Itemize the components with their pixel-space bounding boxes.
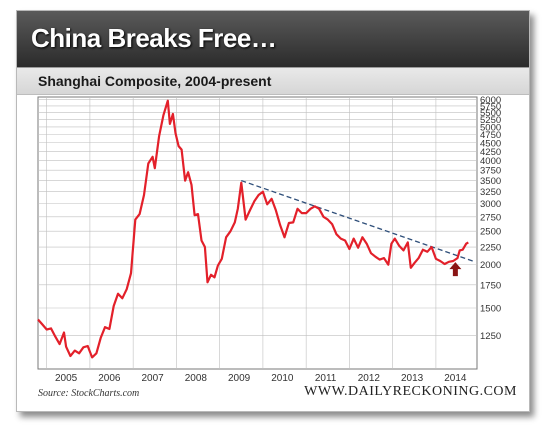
y-tick-label: 3000 — [480, 199, 501, 210]
y-tick-label: 1250 — [480, 331, 501, 342]
y-tick-label: 6000 — [480, 95, 501, 106]
y-tick-label: 4250 — [480, 147, 501, 158]
trendline — [241, 179, 473, 262]
chart-title: Shanghai Composite, 2004-present — [38, 73, 272, 89]
y-tick-label: 5500 — [480, 108, 501, 119]
y-tick-label: 3500 — [480, 176, 501, 187]
y-tick-label: 2500 — [480, 227, 501, 238]
y-tick-label: 1500 — [480, 304, 501, 315]
x-tick-label: 2008 — [185, 373, 208, 384]
y-tick-label: 5250 — [480, 115, 501, 126]
x-tick-label: 2010 — [271, 373, 294, 384]
source-note: Source: StockCharts.com — [38, 388, 140, 399]
y-tick-label: 2000 — [480, 260, 501, 271]
y-tick-label: 2750 — [480, 212, 501, 223]
line-chart: 1250 1500 1750 2000 2250 2500 2750 300032503500… — [37, 95, 501, 384]
series-line — [37, 99, 469, 359]
y-tick-label: 4500 — [480, 138, 501, 149]
y-tick-label: 4000 — [480, 156, 501, 167]
chart-card: China Breaks Free… Shanghai Composite, 2… — [16, 10, 530, 412]
x-tick-label: 2011 — [315, 373, 337, 384]
y-tick-label: 3750 — [480, 166, 501, 177]
y-tick-label: 2250 — [480, 243, 501, 254]
subtitle-bar: Shanghai Composite, 2004-present — [17, 67, 529, 95]
y-tick-label: 5000 — [480, 122, 501, 133]
up-arrow-icon — [449, 262, 462, 277]
headline: China Breaks Free… — [31, 23, 277, 53]
x-tick-label: 2012 — [358, 373, 381, 384]
headline-bar: China Breaks Free… — [17, 11, 529, 67]
x-tick-label: 2005 — [55, 373, 78, 384]
x-tick-label: 2009 — [228, 373, 251, 384]
y-tick-label: 4750 — [480, 130, 501, 141]
x-tick-label: 2007 — [141, 373, 164, 384]
y-tick-label: 3250 — [480, 187, 501, 198]
x-tick-label: 2014 — [444, 373, 467, 384]
y-tick-label: 5750 — [480, 101, 501, 112]
y-tick-label: 1750 — [480, 280, 501, 291]
x-tick-label: 2006 — [98, 373, 121, 384]
site-credit: WWW.DAILYRECKONING.COM — [304, 384, 517, 399]
x-tick-label: 2013 — [401, 373, 424, 384]
